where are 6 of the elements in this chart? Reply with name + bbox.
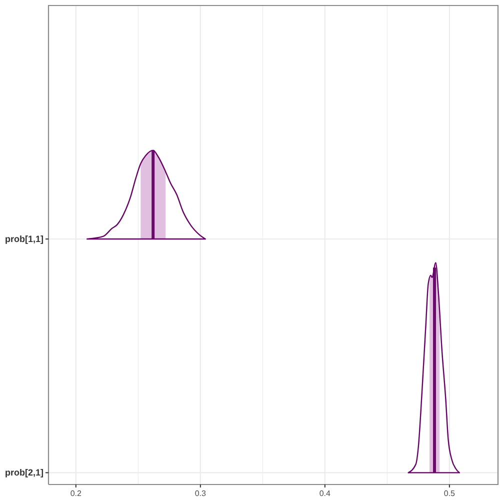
x-tick-label: 0.4 (319, 489, 332, 498)
y-axis-title: prob[2,1] (4, 468, 44, 478)
x-tick-label: 0.2 (70, 489, 82, 498)
x-tick-label: 0.3 (194, 489, 207, 498)
x-tick-label: 0.5 (444, 489, 456, 498)
y-axis-title: prob[1,1] (4, 234, 44, 244)
